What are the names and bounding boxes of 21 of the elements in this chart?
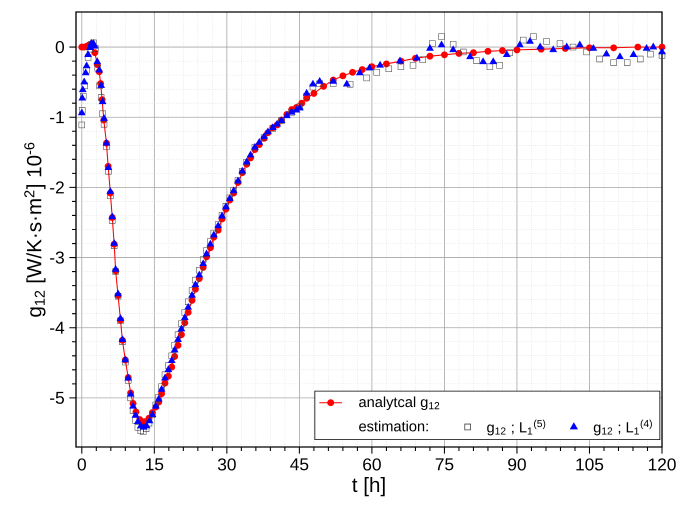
y-tick-label: -3 [50, 251, 64, 264]
y-tick-label: -5 [50, 392, 64, 404]
x-tick-label: 120 [648, 458, 676, 471]
x-tick-label: 15 [146, 458, 164, 470]
x-tick-label: 30 [218, 458, 236, 471]
y-tick-label: -2 [50, 181, 64, 194]
x-tick-label: 0 [78, 458, 86, 471]
y-tick-label: -4 [50, 322, 64, 334]
y-tick-label: 0 [56, 40, 64, 54]
legend-label: g$_{12}$ ; L$_{1}$(4) [594, 420, 652, 436]
legend-title: estimation: [359, 420, 428, 432]
legend-label: analytcal g$_{12}$ [359, 396, 440, 410]
x-axis-title: t [h] [352, 477, 385, 496]
y-tick-label: -1 [50, 111, 64, 124]
y-axis-title: g$_{12}$ [W/K·s·m$^{2}$] 10$^{-6}$ [24, 142, 46, 317]
x-tick-label: 45 [290, 458, 308, 470]
x-tick-label: 75 [436, 458, 454, 470]
x-tick-label: 105 [576, 458, 604, 471]
legend-label: g$_{12}$ ; L$_{1}$(5) [487, 420, 546, 436]
x-tick-label: 90 [508, 458, 526, 471]
x-tick-label: 60 [363, 458, 381, 471]
